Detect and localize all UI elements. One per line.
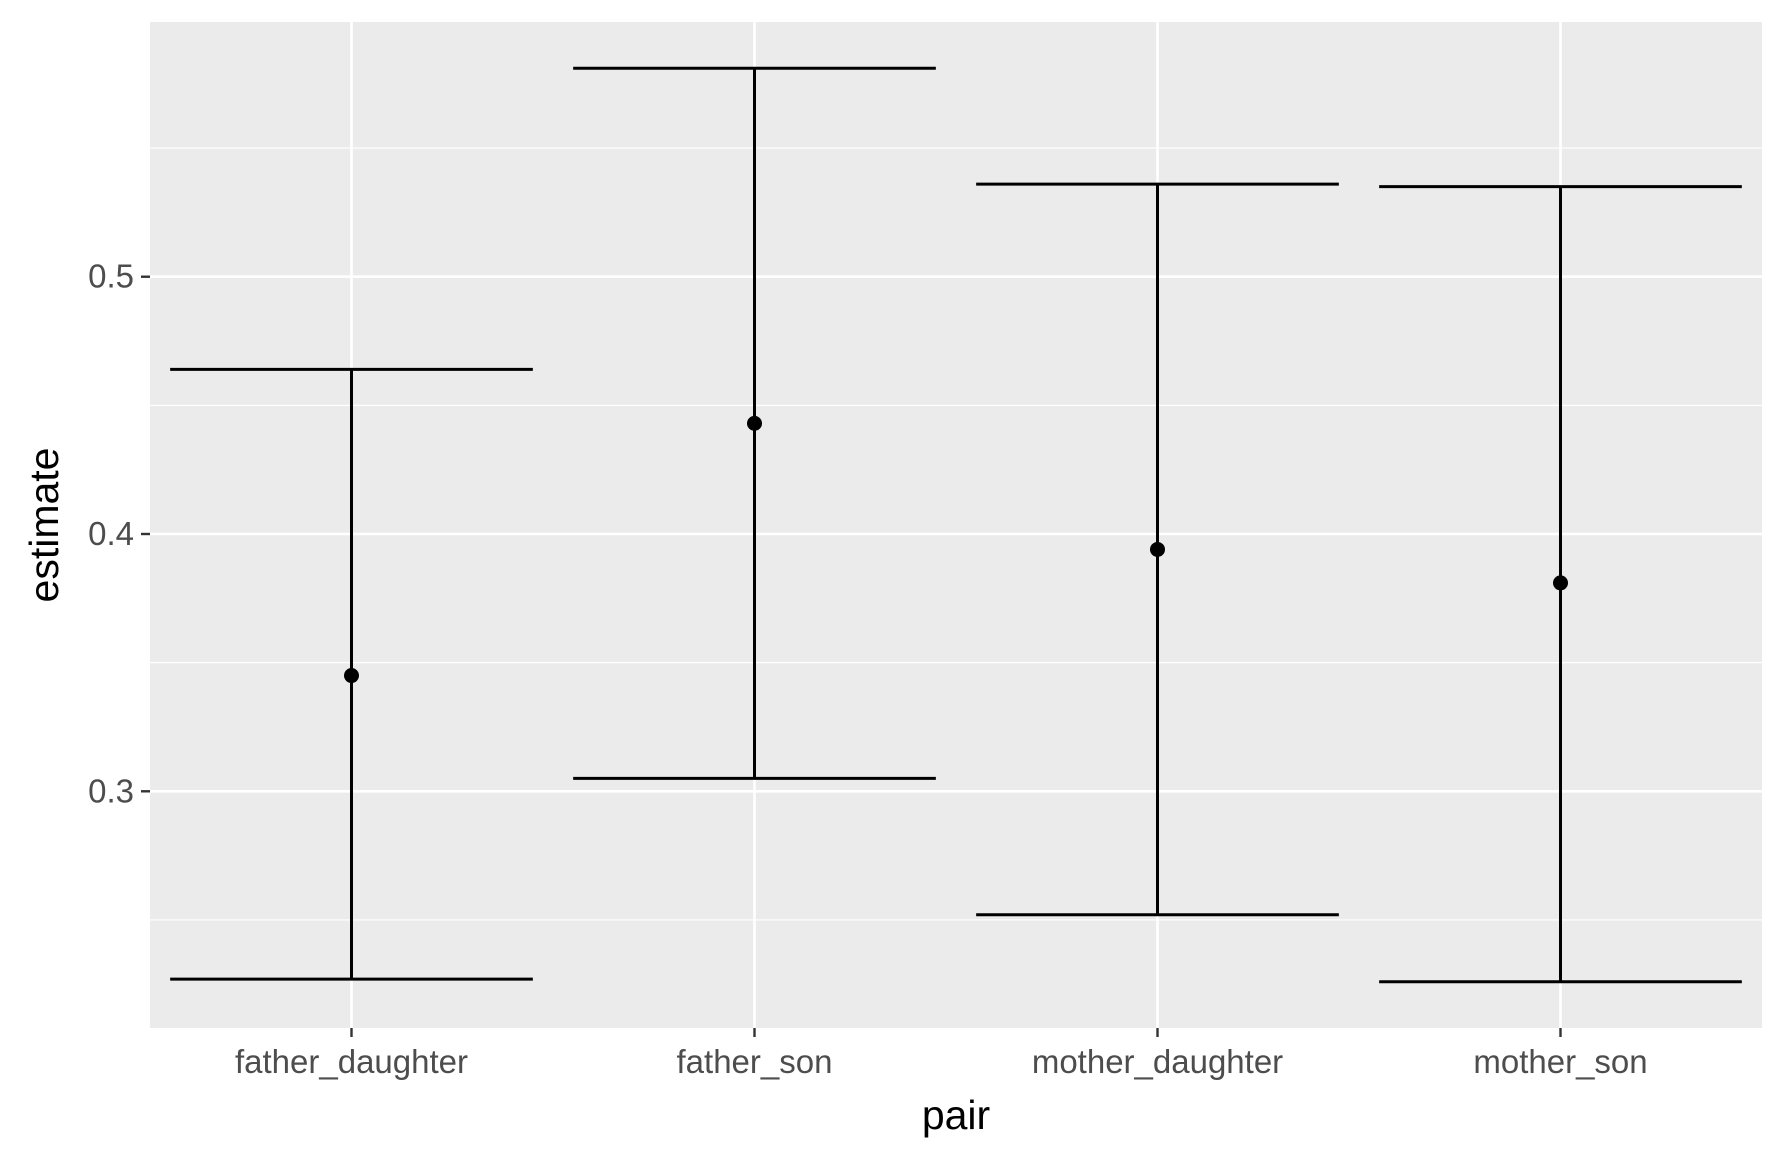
estimate-point [344, 668, 359, 684]
panel-background [150, 22, 1762, 1028]
x-tick-label: mother_son [1473, 1043, 1647, 1080]
x-tick-label: mother_daughter [1032, 1043, 1283, 1080]
x-axis: father_daughter father_son mother_daughter… [235, 1028, 1648, 1080]
error-bar-mother-daughter [976, 182, 1339, 917]
y-axis-title: estimate [21, 448, 67, 603]
y-axis: 0.3 0.4 0.5 [88, 258, 150, 809]
error-bar-mother-son [1379, 185, 1742, 984]
error-bar-father-son [573, 66, 936, 780]
x-tick-label: father_daughter [235, 1043, 468, 1080]
y-tick-label: 0.5 [88, 258, 134, 295]
y-tick-label: 0.4 [88, 515, 134, 552]
x-axis-title: pair [922, 1092, 990, 1138]
x-tick-label: father_son [677, 1043, 833, 1080]
error-bar-father-daughter [170, 367, 533, 981]
error-bars [170, 66, 1742, 984]
estimate-point [747, 415, 762, 431]
y-tick-label: 0.3 [88, 772, 134, 809]
estimate-point [1553, 575, 1568, 591]
estimate-point [1150, 541, 1165, 557]
minor-gridlines [150, 147, 1762, 921]
